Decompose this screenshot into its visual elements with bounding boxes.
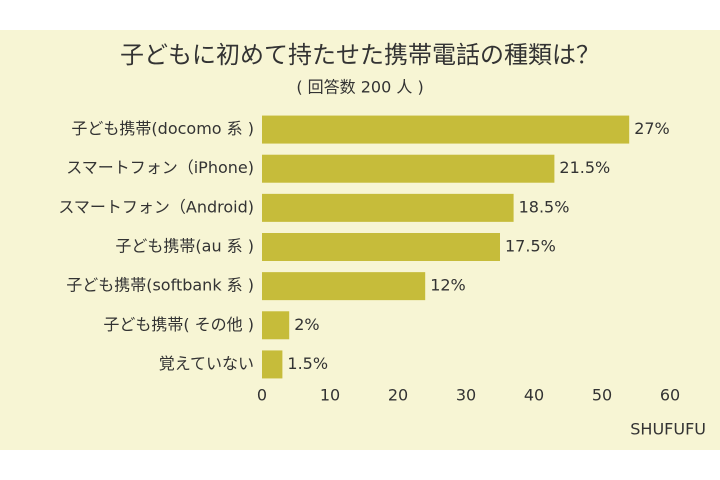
chart-subtitle: ( 回答数 200 人 )	[296, 78, 423, 97]
value-label: 2%	[294, 315, 319, 334]
bar	[262, 154, 555, 183]
bar	[262, 311, 290, 340]
x-tick-label: 50	[592, 386, 612, 405]
value-label: 1.5%	[287, 354, 328, 373]
x-tick-label: 20	[388, 386, 408, 405]
value-label: 17.5%	[505, 237, 556, 256]
y-tick-label: 子ども携帯(au 系 )	[115, 237, 254, 256]
value-label: 27%	[634, 119, 670, 138]
bar	[262, 272, 426, 301]
bar	[262, 193, 514, 222]
bar	[262, 233, 500, 261]
y-tick-label: スマートフォン（Android)	[58, 197, 254, 216]
value-label: 12%	[430, 276, 466, 295]
x-tick-label: 40	[524, 386, 544, 405]
value-label: 18.5%	[519, 197, 570, 216]
x-tick-label: 10	[320, 386, 340, 405]
y-tick-label: スマートフォン（iPhone)	[66, 158, 254, 177]
bar	[262, 350, 283, 379]
value-label: 21.5%	[559, 158, 610, 177]
y-tick-label: 子ども携帯(softbank 系 )	[66, 276, 254, 295]
y-tick-label: 覚えていない	[159, 354, 254, 373]
x-tick-label: 30	[456, 386, 476, 405]
x-tick-label: 0	[257, 386, 267, 405]
x-tick-label: 60	[660, 386, 680, 405]
source: SHUFUFU	[630, 420, 706, 439]
y-tick-label: 子ども携帯( その他 )	[103, 315, 254, 334]
chart-title: 子どもに初めて持たせた携帯電話の種類は？	[120, 41, 600, 69]
y-tick-label: 子ども携帯(docomo 系 )	[71, 119, 254, 138]
bar	[262, 115, 630, 144]
